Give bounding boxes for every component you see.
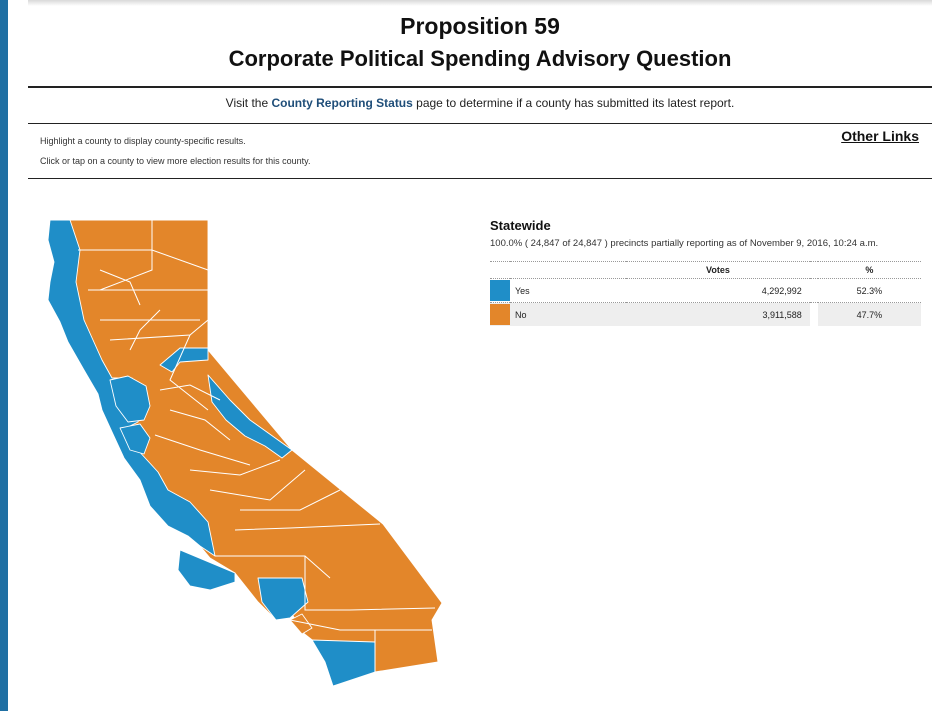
notice-prefix: Visit the	[225, 96, 269, 110]
county-region[interactable]	[257, 577, 309, 621]
county-region[interactable]	[109, 375, 151, 423]
no-color-swatch	[490, 304, 510, 325]
county-region[interactable]	[311, 639, 376, 687]
yes-color-swatch	[490, 280, 510, 301]
county-region[interactable]	[289, 613, 313, 635]
header-divider	[28, 86, 932, 88]
table-row: No 3,911,588 47.7%	[490, 302, 921, 326]
notice-divider	[28, 123, 932, 124]
page-title: Proposition 59	[400, 13, 560, 39]
votes-value: 3,911,588	[626, 302, 810, 326]
county-region[interactable]	[119, 423, 151, 455]
votes-header: Votes	[626, 261, 810, 279]
county-region[interactable]	[177, 549, 236, 591]
california-county-map[interactable]	[40, 210, 460, 690]
percent-header: %	[817, 261, 921, 279]
reporting-status-text: 100.0% ( 24,847 of 24,847 ) precincts pa…	[490, 238, 879, 249]
results-table: Votes % Yes 4,292,992 52.3% No 3,911,588…	[490, 261, 921, 326]
statewide-title: Statewide	[490, 218, 551, 233]
votes-value: 4,292,992	[626, 278, 810, 303]
reporting-status-notice: Visit the County Reporting Status page t…	[28, 96, 932, 110]
highlight-hint: Highlight a county to display county-spe…	[40, 136, 246, 146]
other-links-link[interactable]: Other Links	[841, 128, 919, 144]
choice-label: Yes	[510, 278, 626, 303]
click-hint: Click or tap on a county to view more el…	[40, 156, 311, 166]
percent-value: 47.7%	[817, 302, 921, 326]
percent-value: 52.3%	[817, 278, 921, 303]
notice-suffix: page to determine if a county has submit…	[416, 96, 735, 110]
county-reporting-status-link[interactable]: County Reporting Status	[271, 96, 413, 110]
instructions-divider	[28, 178, 932, 179]
left-accent-bar	[0, 0, 8, 711]
statewide-results: Statewide 100.0% ( 24,847 of 24,847 ) pr…	[490, 218, 921, 326]
page-header: Proposition 59 Corporate Political Spend…	[28, 10, 932, 72]
county-borders	[78, 220, 436, 672]
choice-label: No	[510, 302, 626, 326]
table-row: Yes 4,292,992 52.3%	[490, 278, 921, 303]
page-subtitle: Corporate Political Spending Advisory Qu…	[228, 46, 732, 71]
top-shadow-strip	[28, 0, 932, 6]
county-region[interactable]	[159, 347, 209, 373]
results-header-row: Votes %	[490, 261, 921, 279]
county-region[interactable]	[207, 374, 293, 459]
